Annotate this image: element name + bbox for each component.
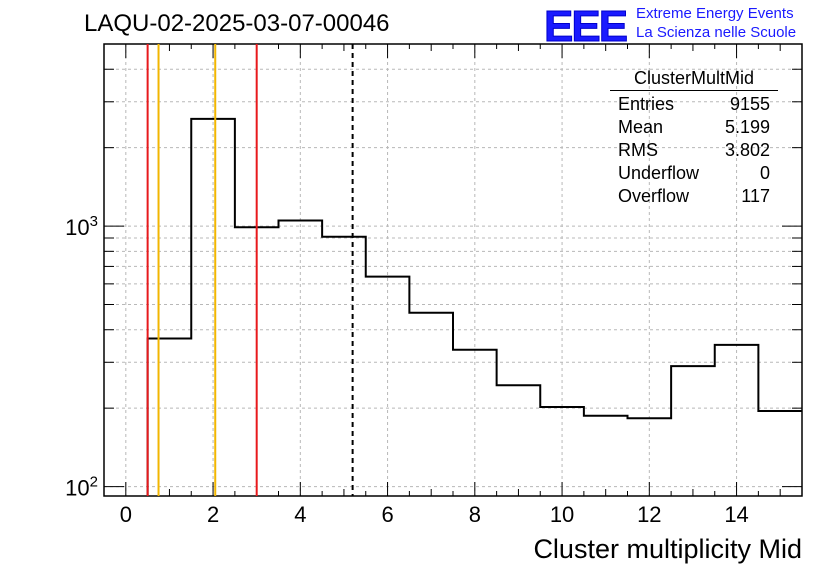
stats-label: RMS [618, 140, 658, 160]
x-axis-label: Cluster multiplicity Mid [533, 534, 802, 564]
histogram-bin [497, 385, 541, 496]
histogram-bin [671, 366, 715, 496]
eee-logo-mark: EEE [543, 2, 628, 52]
histogram-bin [453, 350, 497, 496]
stats-row-rms: RMS 3.802 [610, 139, 778, 162]
x-tick-label: 4 [294, 502, 306, 527]
histogram-bin [584, 416, 628, 496]
logo-line-1: Extreme Energy Events [636, 5, 794, 22]
x-tick-label: 6 [381, 502, 393, 527]
histogram-bin [758, 411, 802, 496]
histogram-bin [409, 313, 453, 496]
stats-label: Mean [618, 117, 664, 137]
y-tick-label: 102 [65, 474, 98, 501]
logo-line-2: La Scienza nelle Scuole [636, 24, 797, 41]
histogram-bin [191, 119, 235, 496]
histogram-bin [322, 237, 366, 496]
stats-value: 9155 [729, 94, 770, 114]
stats-row-underflow: Underflow 0 [610, 162, 778, 185]
stats-value: 5.199 [724, 117, 770, 137]
histogram-bin [279, 221, 323, 496]
histogram-bin [540, 407, 584, 496]
histogram-bin [366, 277, 410, 496]
x-tick-label: 14 [724, 502, 748, 527]
x-tick-label: 0 [120, 502, 132, 527]
histogram-outline [146, 117, 802, 496]
x-tick-label: 2 [207, 502, 219, 527]
stats-value: 0 [759, 163, 770, 183]
stats-value: 117 [741, 186, 770, 206]
stats-box: ClusterMultMid Entries 9155 Mean 5.199 R… [610, 68, 778, 208]
run-title: LAQU-02-2025-03-07-00046 [84, 10, 390, 37]
histogram-bin [715, 345, 759, 496]
stats-value: 3.802 [724, 140, 770, 160]
stats-row-entries: Entries 9155 [610, 93, 778, 116]
x-tick-label: 10 [550, 502, 574, 527]
histogram-bin [628, 418, 672, 496]
stats-label: Underflow [618, 163, 700, 183]
stats-label: Entries [618, 94, 675, 114]
stats-row-overflow: Overflow 117 [610, 185, 778, 208]
stats-label: Overflow [618, 186, 690, 206]
x-tick-label: 8 [469, 502, 481, 527]
y-tick-label: 103 [65, 213, 98, 240]
stats-title: ClusterMultMid [610, 68, 778, 91]
x-tick-label: 12 [637, 502, 661, 527]
stats-row-mean: Mean 5.199 [610, 116, 778, 139]
histogram-bin [148, 339, 192, 496]
